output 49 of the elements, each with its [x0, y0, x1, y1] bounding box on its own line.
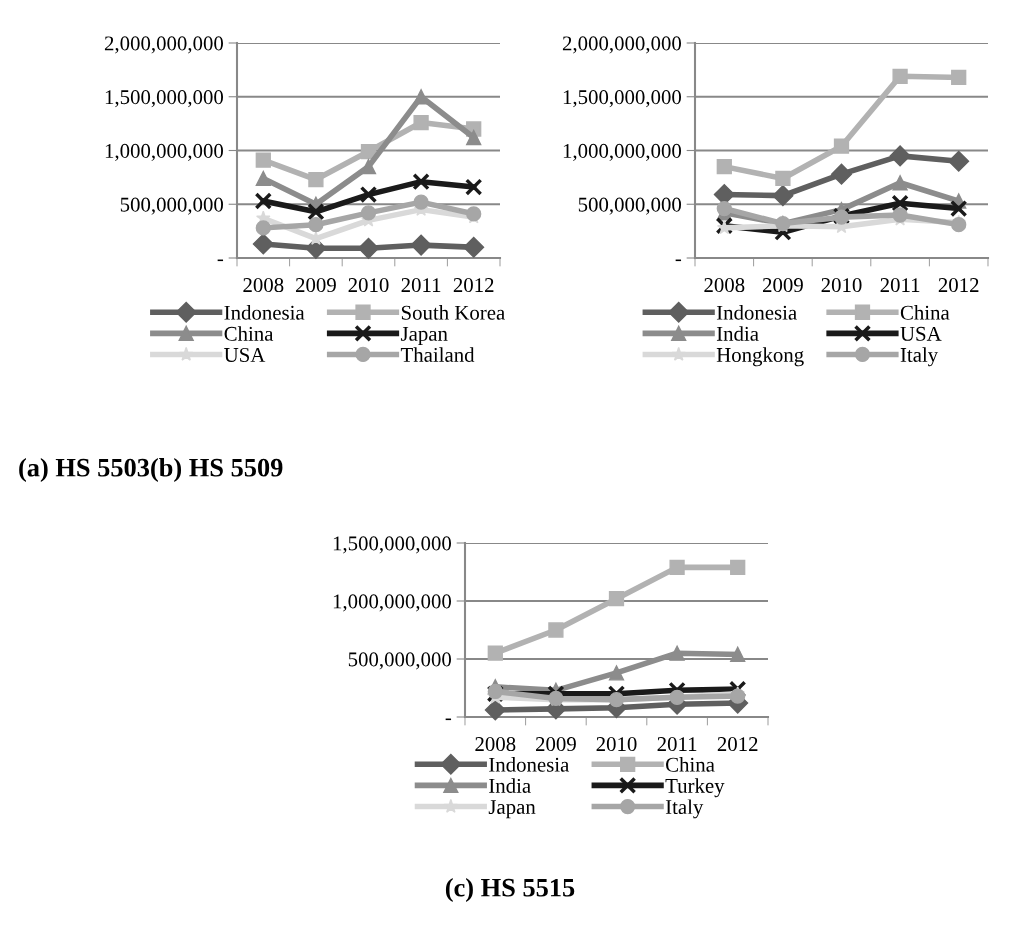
- x-tick-label: 2009: [762, 278, 803, 293]
- legend-label: Indonesia: [224, 305, 305, 320]
- x-tick-label: 2009: [295, 278, 336, 293]
- legend-label: China: [224, 326, 274, 341]
- y-tick-label: 500,000,000: [120, 197, 224, 215]
- y-tick-label: 1,500,000,000: [563, 90, 682, 108]
- legend-label: USA: [900, 326, 942, 341]
- legend-label: Indonesia: [489, 757, 570, 772]
- x-tick-label: 2010: [821, 278, 862, 293]
- x-tick-label: 2011: [657, 737, 697, 752]
- y-tick-label: 1,000,000,000: [563, 143, 682, 161]
- y-tick-label: 2,000,000,000: [104, 36, 224, 54]
- legend-label: South Korea: [401, 305, 505, 320]
- x-tick-label: 2010: [348, 278, 389, 293]
- legend-label: China: [900, 305, 950, 320]
- legend-label: Italy: [900, 347, 939, 367]
- y-tick-label: 1,000,000,000: [333, 594, 452, 612]
- y-tick-label: 1,500,000,000: [105, 90, 224, 108]
- legend-label: Japan: [400, 327, 448, 346]
- y-tick-label: 2,000,000,000: [562, 36, 682, 54]
- y-tick-label: -: [445, 718, 452, 721]
- legend-label: Turkey: [665, 778, 725, 798]
- y-tick-label: 500,000,000: [578, 197, 682, 215]
- legend-label: China: [666, 757, 715, 772]
- legend-label: India: [489, 778, 531, 793]
- x-tick-label: 2008: [704, 278, 745, 293]
- legend-label: Japan: [488, 800, 536, 819]
- y-tick-label: 500,000,000: [348, 652, 452, 670]
- x-tick-label: 2008: [243, 278, 284, 293]
- x-tick-label: 2012: [453, 278, 494, 293]
- x-tick-label: 2012: [938, 278, 979, 293]
- x-tick-label: 2011: [401, 278, 441, 293]
- legend-label: Hongkong: [716, 347, 804, 367]
- text: (a) HS 5503(b) HS 5509: [19, 458, 283, 482]
- y-tick-label: 1,000,000,000: [105, 143, 224, 161]
- text: (c) HS 5515: [445, 878, 575, 902]
- x-tick-label: 2011: [880, 278, 920, 293]
- legend-label: India: [716, 326, 759, 341]
- x-tick-label: 2008: [475, 737, 516, 752]
- legend-label: Italy: [665, 799, 704, 819]
- legend-label: Indonesia: [716, 305, 797, 320]
- legend-label: USA: [224, 347, 266, 362]
- x-tick-label: 2009: [535, 737, 576, 752]
- x-tick-label: 2010: [596, 737, 637, 752]
- x-tick-label: 2012: [717, 737, 758, 752]
- y-tick-label: -: [675, 259, 682, 262]
- legend-label: Thailand: [400, 347, 475, 362]
- y-tick-label: -: [217, 259, 224, 262]
- y-tick-label: 1,500,000,000: [333, 536, 452, 554]
